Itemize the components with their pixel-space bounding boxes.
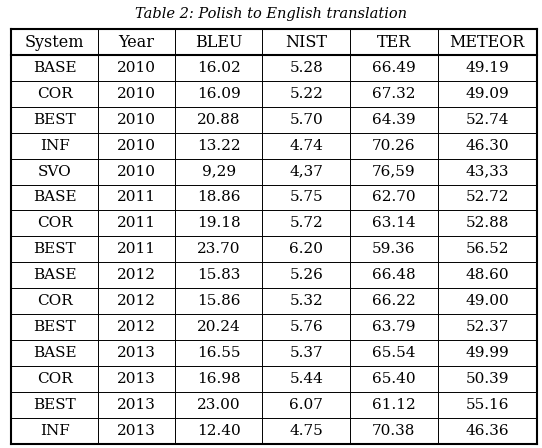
Text: 48.60: 48.60 (465, 268, 509, 282)
Text: Year: Year (119, 34, 154, 51)
Text: 2011: 2011 (117, 242, 156, 256)
Text: BLEU: BLEU (195, 34, 242, 51)
Text: 65.54: 65.54 (372, 346, 416, 360)
Text: 2010: 2010 (117, 139, 156, 153)
Text: 2013: 2013 (117, 423, 156, 438)
Text: BASE: BASE (33, 346, 76, 360)
Text: 23.00: 23.00 (197, 398, 241, 412)
Text: 13.22: 13.22 (197, 139, 241, 153)
Text: 5.76: 5.76 (289, 320, 323, 334)
Text: 2012: 2012 (117, 320, 156, 334)
Text: 2010: 2010 (117, 87, 156, 101)
Text: 2012: 2012 (117, 294, 156, 308)
Text: BEST: BEST (33, 398, 76, 412)
Text: 9,29: 9,29 (202, 164, 236, 179)
Text: 2010: 2010 (117, 61, 156, 75)
Text: 4,37: 4,37 (289, 164, 323, 179)
Text: 63.79: 63.79 (372, 320, 416, 334)
Text: 20.88: 20.88 (197, 113, 240, 127)
Text: 5.75: 5.75 (289, 190, 323, 204)
Text: COR: COR (37, 294, 73, 308)
Text: 5.44: 5.44 (289, 372, 323, 386)
Text: 19.18: 19.18 (197, 216, 241, 230)
Text: 66.49: 66.49 (372, 61, 416, 75)
Text: BEST: BEST (33, 242, 76, 256)
Text: 63.14: 63.14 (372, 216, 416, 230)
Text: 4.75: 4.75 (289, 423, 323, 438)
Text: BASE: BASE (33, 190, 76, 204)
Text: 5.70: 5.70 (289, 113, 323, 127)
Text: 50.39: 50.39 (466, 372, 509, 386)
Text: 15.86: 15.86 (197, 294, 240, 308)
Text: 2013: 2013 (117, 372, 156, 386)
Text: SVO: SVO (38, 164, 72, 179)
Text: 43,33: 43,33 (466, 164, 509, 179)
Text: 18.86: 18.86 (197, 190, 240, 204)
Text: 4.74: 4.74 (289, 139, 323, 153)
Text: BEST: BEST (33, 113, 76, 127)
Text: 70.38: 70.38 (372, 423, 416, 438)
Text: 5.72: 5.72 (289, 216, 323, 230)
Text: 20.24: 20.24 (197, 320, 241, 334)
Text: 2010: 2010 (117, 113, 156, 127)
Text: 5.32: 5.32 (289, 294, 323, 308)
Text: 15.83: 15.83 (197, 268, 240, 282)
Text: 70.26: 70.26 (372, 139, 416, 153)
Text: INF: INF (40, 423, 69, 438)
Text: 49.19: 49.19 (465, 61, 509, 75)
Text: 5.37: 5.37 (289, 346, 323, 360)
Text: 16.55: 16.55 (197, 346, 240, 360)
Text: COR: COR (37, 87, 73, 101)
Text: 66.48: 66.48 (372, 268, 416, 282)
Text: 16.02: 16.02 (197, 61, 241, 75)
Text: 5.28: 5.28 (289, 61, 323, 75)
Text: BEST: BEST (33, 320, 76, 334)
Text: 5.22: 5.22 (289, 87, 323, 101)
Text: BASE: BASE (33, 61, 76, 75)
Text: 66.22: 66.22 (372, 294, 416, 308)
Text: BASE: BASE (33, 268, 76, 282)
Text: 46.30: 46.30 (465, 139, 509, 153)
Text: 55.16: 55.16 (466, 398, 509, 412)
Text: 23.70: 23.70 (197, 242, 240, 256)
Text: 2010: 2010 (117, 164, 156, 179)
Text: 52.88: 52.88 (466, 216, 509, 230)
Text: System: System (25, 34, 85, 51)
Text: Table 2: Polish to English translation: Table 2: Polish to English translation (135, 7, 407, 21)
Text: 12.40: 12.40 (197, 423, 241, 438)
Text: 62.70: 62.70 (372, 190, 416, 204)
Text: METEOR: METEOR (449, 34, 525, 51)
Text: 59.36: 59.36 (372, 242, 416, 256)
Text: 6.20: 6.20 (289, 242, 323, 256)
Text: 2012: 2012 (117, 268, 156, 282)
Text: 65.40: 65.40 (372, 372, 416, 386)
Text: 2011: 2011 (117, 190, 156, 204)
Text: 2011: 2011 (117, 216, 156, 230)
Text: 16.98: 16.98 (197, 372, 241, 386)
Text: 49.99: 49.99 (465, 346, 509, 360)
Text: 61.12: 61.12 (372, 398, 416, 412)
Text: 67.32: 67.32 (372, 87, 416, 101)
Text: 5.26: 5.26 (289, 268, 323, 282)
Text: INF: INF (40, 139, 69, 153)
Text: 16.09: 16.09 (197, 87, 241, 101)
Text: 6.07: 6.07 (289, 398, 323, 412)
Text: 52.37: 52.37 (466, 320, 509, 334)
Text: TER: TER (377, 34, 411, 51)
Text: NIST: NIST (285, 34, 327, 51)
Text: 52.74: 52.74 (466, 113, 509, 127)
Text: 2013: 2013 (117, 398, 156, 412)
Text: COR: COR (37, 372, 73, 386)
Text: 64.39: 64.39 (372, 113, 416, 127)
Text: 2013: 2013 (117, 346, 156, 360)
Text: 56.52: 56.52 (466, 242, 509, 256)
Text: 76,59: 76,59 (372, 164, 416, 179)
Text: 52.72: 52.72 (466, 190, 509, 204)
Text: 49.09: 49.09 (465, 87, 509, 101)
Text: 49.00: 49.00 (465, 294, 509, 308)
Text: 46.36: 46.36 (465, 423, 509, 438)
Text: COR: COR (37, 216, 73, 230)
